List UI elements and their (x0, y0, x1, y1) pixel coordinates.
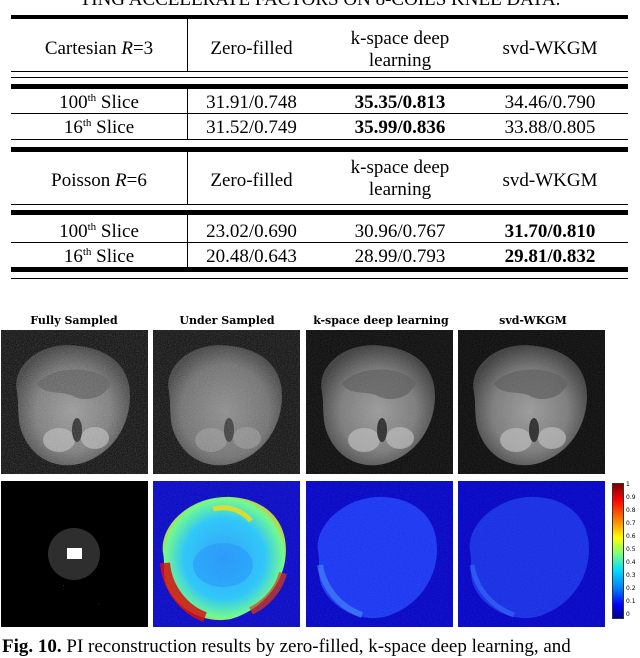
colorbar-tick: 1 (626, 481, 630, 488)
table-rule (11, 15, 628, 19)
row-label: 16th Slice (63, 117, 135, 138)
header-kspace: k-space deep learning (350, 28, 450, 71)
sampling-mask-poisson (1, 481, 148, 627)
colorbar-tick: 0 (626, 611, 630, 618)
colorbar-tick: 0.3 (626, 572, 636, 579)
cell-svd: 29.81/0.832 (504, 246, 596, 267)
cell-svd: 31.70/0.810 (504, 221, 596, 242)
colorbar-tick: 0.7 (626, 520, 636, 527)
label-fully-sampled: Fully Sampled (30, 314, 118, 327)
table-rule (11, 267, 628, 272)
cell-zero: 31.52/0.749 (206, 117, 297, 138)
cell-svd: 34.46/0.790 (504, 92, 596, 113)
row-label: 100th Slice (59, 92, 139, 113)
cell-svd: 33.88/0.805 (504, 117, 596, 138)
error-map-kspace-deep-learning (306, 481, 453, 627)
header-poisson: Poisson R=6 (51, 170, 147, 191)
colorbar-tick: 0.4 (626, 559, 636, 566)
colorbar-tick: 0.1 (626, 598, 636, 605)
cell-kspace: 35.99/0.836 (354, 117, 446, 138)
error-map-svd-wkgm (458, 481, 605, 627)
row-label: 100th Slice (59, 221, 139, 242)
table-rule (11, 71, 628, 72)
cell-zero: 31.91/0.748 (206, 92, 297, 113)
table-vline (187, 215, 188, 267)
colorbar-tick: 0.6 (626, 533, 636, 540)
colorbar-tick: 0.8 (626, 507, 636, 514)
cell-kspace: 28.99/0.793 (354, 246, 446, 267)
mr-image-kspace-deep-learning (306, 330, 453, 474)
table-rule (11, 113, 628, 114)
cell-zero: 20.48/0.643 (206, 246, 297, 267)
error-map-under-sampled (153, 481, 300, 627)
table-rule (11, 139, 628, 140)
table-rule (11, 242, 628, 243)
table-rule (11, 210, 628, 215)
table-rule (11, 204, 628, 205)
header-svd: svd-WKGM (502, 170, 598, 191)
mr-image-svd-wkgm (458, 330, 605, 474)
table-rule (11, 147, 628, 152)
header-zero-filled: Zero-filled (210, 170, 293, 191)
header-zero-filled: Zero-filled (210, 38, 293, 59)
table-rule (11, 278, 628, 279)
table-rule (11, 77, 628, 78)
header-cartesian: Cartesian R=3 (44, 38, 154, 59)
table-rule (11, 84, 628, 89)
table-vline (187, 19, 188, 71)
cell-zero: 23.02/0.690 (206, 221, 297, 242)
figure-caption: Fig. 10. PI reconstruction results by ze… (2, 636, 571, 657)
table-vline (187, 152, 188, 204)
row-label: 16th Slice (63, 246, 135, 267)
header-kspace: k-space deep learning (350, 157, 450, 200)
table-vline (187, 89, 188, 139)
cell-kspace: 30.96/0.767 (354, 221, 446, 242)
label-kspace-deep-learning: k-space deep learning (313, 314, 449, 327)
table-caption: TING ACCELERATE FACTORS ON 8-COILS KNEE … (0, 0, 640, 11)
header-svd: svd-WKGM (502, 38, 598, 59)
label-svd-wkgm: svd-WKGM (499, 314, 567, 327)
colorbar-tick: 0.5 (626, 546, 636, 553)
error-colorbar (612, 483, 624, 619)
colorbar-tick: 0.2 (626, 585, 636, 592)
colorbar-tick: 0.9 (626, 494, 636, 501)
mr-image-under-sampled (153, 330, 300, 474)
mr-image-fully-sampled (1, 330, 148, 474)
cell-kspace: 35.35/0.813 (354, 92, 446, 113)
label-under-sampled: Under Sampled (179, 314, 275, 327)
